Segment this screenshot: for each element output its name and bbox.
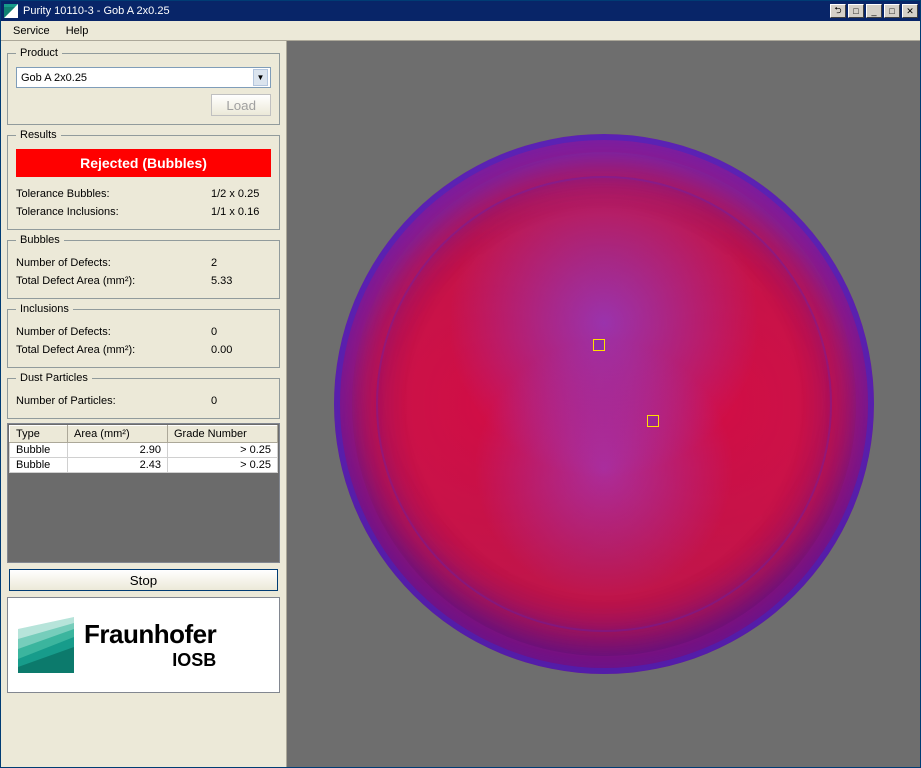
product-combobox[interactable]: Gob A 2x0.25 ▼ [16,67,271,88]
dust-n-label: Number of Particles: [16,395,211,407]
app-icon [3,3,19,19]
product-group: Product Gob A 2x0.25 ▼ Load [7,47,280,125]
col-grade[interactable]: Grade Number [168,426,278,443]
product-legend: Product [16,47,62,59]
inclusions-area-label: Total Defect Area (mm²): [16,344,211,356]
cell-type: Bubble [10,443,68,458]
maximize-icon[interactable]: □ [884,4,900,18]
tol-bubbles-value: 1/2 x 0.25 [211,188,271,200]
inclusions-n-value: 0 [211,326,271,338]
maximize-alt-icon[interactable]: □ [848,4,864,18]
cell-grade: > 0.25 [168,458,278,473]
defects-table-container: Type Area (mm²) Grade Number Bubble2.90>… [7,423,280,563]
logo-box: Fraunhofer IOSB [7,597,280,693]
cell-grade: > 0.25 [168,443,278,458]
restore-down-icon[interactable]: ⮌ [830,4,846,18]
inclusions-group: Inclusions Number of Defects: 0 Total De… [7,303,280,368]
window-title: Purity 10110-3 - Gob A 2x0.25 [23,5,830,17]
status-banner: Rejected (Bubbles) [16,149,271,177]
minimize-icon[interactable]: _ [866,4,882,18]
cell-area: 2.90 [68,443,168,458]
inclusions-n-label: Number of Defects: [16,326,211,338]
bubbles-area-value: 5.33 [211,275,271,287]
bubbles-legend: Bubbles [16,234,64,246]
dust-legend: Dust Particles [16,372,92,384]
col-type[interactable]: Type [10,426,68,443]
client-area: Product Gob A 2x0.25 ▼ Load Results Reje… [1,41,920,767]
defect-marker[interactable] [593,339,605,351]
inspection-image-area[interactable] [287,41,920,767]
col-area[interactable]: Area (mm²) [68,426,168,443]
tol-incl-value: 1/1 x 0.16 [211,206,271,218]
defect-marker[interactable] [647,415,659,427]
logo-name: Fraunhofer [84,619,216,650]
chevron-down-icon[interactable]: ▼ [253,69,268,86]
window-buttons: ⮌ □ _ □ ✕ [830,4,918,18]
table-row[interactable]: Bubble2.90> 0.25 [10,443,278,458]
titlebar: Purity 10110-3 - Gob A 2x0.25 ⮌ □ _ □ ✕ [1,1,920,21]
menubar: Service Help [1,21,920,41]
results-legend: Results [16,129,61,141]
menu-service[interactable]: Service [5,23,58,39]
inclusions-legend: Inclusions [16,303,73,315]
application-window: Purity 10110-3 - Gob A 2x0.25 ⮌ □ _ □ ✕ … [0,0,921,768]
defects-table: Type Area (mm²) Grade Number Bubble2.90>… [9,425,278,473]
bubbles-area-label: Total Defect Area (mm²): [16,275,211,287]
inclusions-area-value: 0.00 [211,344,271,356]
logo-sub: IOSB [172,650,216,671]
left-panel: Product Gob A 2x0.25 ▼ Load Results Reje… [1,41,287,767]
dust-n-value: 0 [211,395,271,407]
cell-type: Bubble [10,458,68,473]
menu-help[interactable]: Help [58,23,97,39]
table-row[interactable]: Bubble2.43> 0.25 [10,458,278,473]
bubbles-n-value: 2 [211,257,271,269]
stop-button[interactable]: Stop [9,569,278,591]
bubbles-group: Bubbles Number of Defects: 2 Total Defec… [7,234,280,299]
table-empty-area [9,473,278,561]
fraunhofer-logo-icon [18,617,74,673]
bubbles-n-label: Number of Defects: [16,257,211,269]
lens-sample [334,134,874,674]
tol-bubbles-label: Tolerance Bubbles: [16,188,211,200]
close-icon[interactable]: ✕ [902,4,918,18]
dust-group: Dust Particles Number of Particles: 0 [7,372,280,419]
load-button[interactable]: Load [211,94,271,116]
cell-area: 2.43 [68,458,168,473]
product-selected: Gob A 2x0.25 [21,72,253,84]
results-group: Results Rejected (Bubbles) Tolerance Bub… [7,129,280,230]
tol-incl-label: Tolerance Inclusions: [16,206,211,218]
